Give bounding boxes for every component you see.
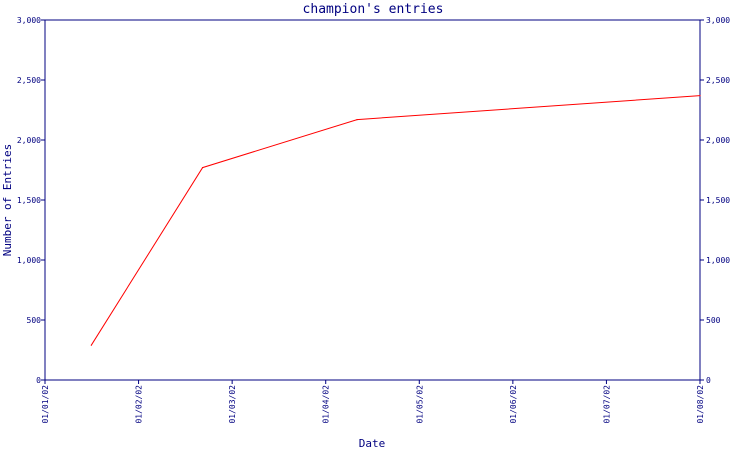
series-line-0 [90,95,701,346]
x-tick-label: 01/07/02 [602,385,611,424]
y-axis-title: Number of Entries [1,144,14,257]
y-tick-label: 0 [36,376,41,385]
right-y-tick-label: 2,500 [706,76,730,85]
data-point [356,119,358,121]
right-y-tick-label: 1,000 [706,256,730,265]
x-tick-label: 01/02/02 [135,385,144,424]
right-y-tick-label: 2,000 [706,136,730,145]
right-y-axis: 0 500 1,000 1,500 2,000 2,500 3,000 [700,16,730,385]
x-tick-label: 01/01/02 [41,385,50,424]
x-tick-label: 01/03/02 [228,385,237,424]
x-tick-label: 01/05/02 [415,385,424,424]
plot-frame [44,19,701,381]
data-point [201,167,204,169]
y-tick-label: 2,000 [17,136,41,145]
x-tick-label: 01/08/02 [696,385,705,424]
right-y-tick-label: 500 [706,316,721,325]
y-tick-label: 1,500 [17,196,41,205]
data-point [699,95,701,97]
right-y-tick-label: 3,000 [706,16,730,25]
chart-title: champion's entries [303,2,444,17]
y-tick-label: 3,000 [17,16,41,25]
x-axis-title: Date [359,437,386,450]
right-y-tick-label: 1,500 [706,196,730,205]
y-tick-label: 2,500 [17,76,41,85]
y-tick-label: 1,000 [17,256,41,265]
series-layer [90,95,701,346]
x-tick-label: 01/04/02 [322,385,331,424]
x-tick-label: 01/06/02 [509,385,518,424]
y-tick-label: 500 [27,316,42,325]
x-axis: 01/01/02 01/02/02 01/03/02 01/04/02 01/05/02… [41,380,705,424]
right-y-tick-label: 0 [706,376,711,385]
data-point [90,344,92,346]
left-y-axis: 0 500 1,000 1,500 2,000 2,500 3,000 [17,16,45,385]
